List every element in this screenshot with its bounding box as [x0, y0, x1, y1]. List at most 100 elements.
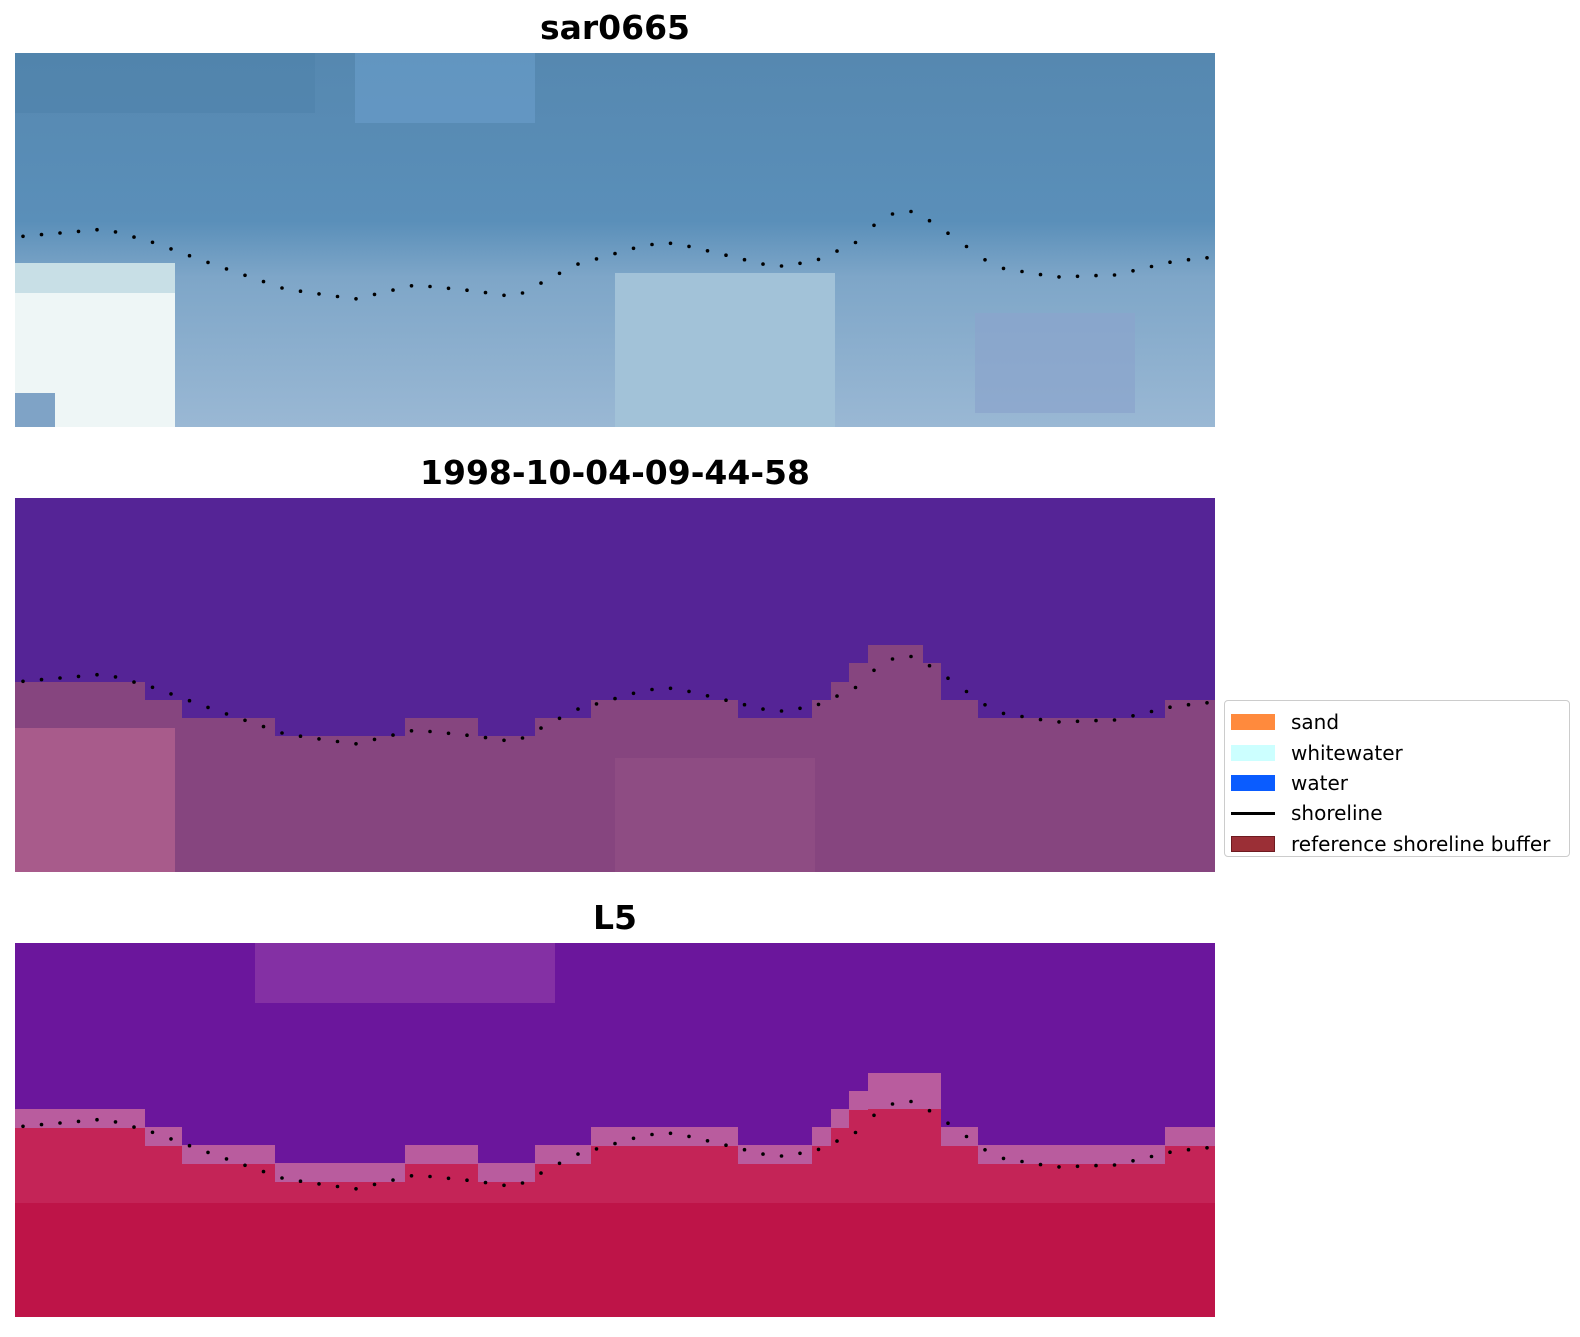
shoreline-point: [150, 240, 155, 245]
shoreline-point: [150, 1130, 155, 1135]
shoreline-point: [243, 273, 247, 278]
shoreline-point: [520, 736, 525, 740]
shoreline-point: [372, 292, 377, 297]
shoreline-point: [1001, 266, 1006, 271]
shoreline-point: [409, 284, 414, 288]
shoreline-point: [761, 707, 765, 711]
shoreline-point: [983, 258, 987, 262]
shoreline-point: [95, 672, 99, 677]
shoreline-point: [354, 742, 358, 746]
shoreline-point: [576, 1152, 580, 1156]
shoreline-point: [594, 702, 599, 706]
shoreline-point: [742, 702, 747, 707]
shoreline-point: [113, 675, 118, 679]
shoreline-point: [705, 1139, 710, 1143]
shoreline-point: [557, 271, 562, 276]
shoreline-point: [724, 698, 728, 702]
water-swatch: [1231, 774, 1275, 791]
shoreline-point: [224, 712, 229, 716]
shoreline-point: [113, 1120, 118, 1124]
shoreline-point: [391, 288, 395, 292]
shoreline-point: [243, 718, 247, 723]
shoreline-point: [631, 246, 636, 251]
shoreline-point: [631, 1136, 636, 1141]
shoreline-point: [964, 1134, 969, 1139]
shoreline-point: [280, 286, 284, 290]
shoreline-point: [243, 1163, 247, 1168]
shoreline-point: [872, 668, 876, 673]
shoreline-point: [428, 1174, 432, 1179]
shoreline-point: [39, 232, 44, 237]
shoreline-point: [1038, 717, 1043, 722]
shoreline-point: [354, 297, 358, 301]
shoreline-point: [539, 726, 543, 730]
legend-label: reference shoreline buffer: [1291, 831, 1551, 856]
shoreline-point: [650, 687, 654, 692]
shoreline-point: [1001, 711, 1006, 716]
shoreline-point: [335, 1184, 340, 1189]
shoreline-point: [594, 257, 599, 261]
shoreline-point: [687, 244, 691, 249]
shoreline-point: [502, 1183, 506, 1188]
shoreline-point: [872, 1113, 876, 1118]
shoreline-point: [1112, 718, 1117, 722]
shoreline-point: [927, 663, 932, 668]
shoreline-point: [835, 694, 839, 698]
shoreline-point: [446, 1176, 451, 1181]
shoreline-point: [1094, 273, 1098, 278]
shoreline-point: [446, 286, 451, 291]
shoreline-point: [1149, 709, 1154, 714]
shoreline-point: [335, 294, 340, 299]
shoreline-point: [1057, 275, 1061, 279]
shoreline-point: [668, 686, 673, 691]
shoreline-point: [1001, 1156, 1006, 1161]
shoreline-point: [502, 738, 506, 743]
shoreline-point: [1112, 1163, 1117, 1167]
shoreline-point: [39, 677, 44, 682]
shoreline-point: [539, 281, 543, 285]
whitewater-swatch: [1231, 744, 1275, 761]
shoreline-point: [1131, 1159, 1135, 1163]
legend-label: water: [1291, 770, 1348, 795]
shoreline-point: [113, 230, 118, 234]
shoreline-point: [798, 261, 802, 266]
shoreline-point: [927, 1108, 932, 1113]
shoreline-point: [1020, 1159, 1024, 1164]
shoreline-point: [890, 1102, 895, 1106]
shoreline-point: [465, 288, 469, 292]
shoreline-point: [946, 676, 950, 680]
panel-title-classified: 1998-10-04-09-44-58: [420, 453, 810, 492]
shoreline-point: [391, 1178, 395, 1182]
shoreline-point: [557, 716, 562, 721]
shoreline-point: [853, 685, 858, 690]
shoreline-point: [1168, 1150, 1172, 1154]
shoreline-point: [687, 1134, 691, 1139]
shoreline-point: [1112, 273, 1117, 277]
shoreline-point: [58, 231, 62, 235]
shoreline-point: [631, 691, 636, 696]
shoreline-point: [58, 676, 62, 680]
shoreline-point: [835, 249, 839, 253]
shoreline-point: [58, 1121, 62, 1125]
shoreline-point: [835, 1139, 839, 1143]
shoreline-point: [816, 257, 821, 262]
shoreline-point: [779, 264, 784, 268]
shoreline-point: [446, 731, 451, 736]
shoreline-point: [798, 1151, 802, 1156]
shoreline-point: [779, 1154, 784, 1158]
shoreline-point: [76, 1119, 81, 1124]
shoreline-point: [372, 1182, 377, 1187]
shoreline-point: [1057, 1165, 1061, 1169]
shoreline-point: [95, 1117, 99, 1122]
shoreline-point: [224, 1157, 229, 1161]
shoreline-point: [983, 1148, 987, 1152]
shoreline-point: [1186, 1147, 1191, 1152]
shoreline-point: [261, 1169, 266, 1174]
shoreline-point: [354, 1187, 358, 1191]
shoreline-point: [964, 244, 969, 249]
legend-label: whitewater: [1291, 740, 1403, 765]
classified-image-panel: [15, 498, 1215, 872]
shoreline-point: [520, 1181, 525, 1185]
shoreline-point: [95, 227, 99, 232]
shoreline-point: [1057, 720, 1061, 724]
